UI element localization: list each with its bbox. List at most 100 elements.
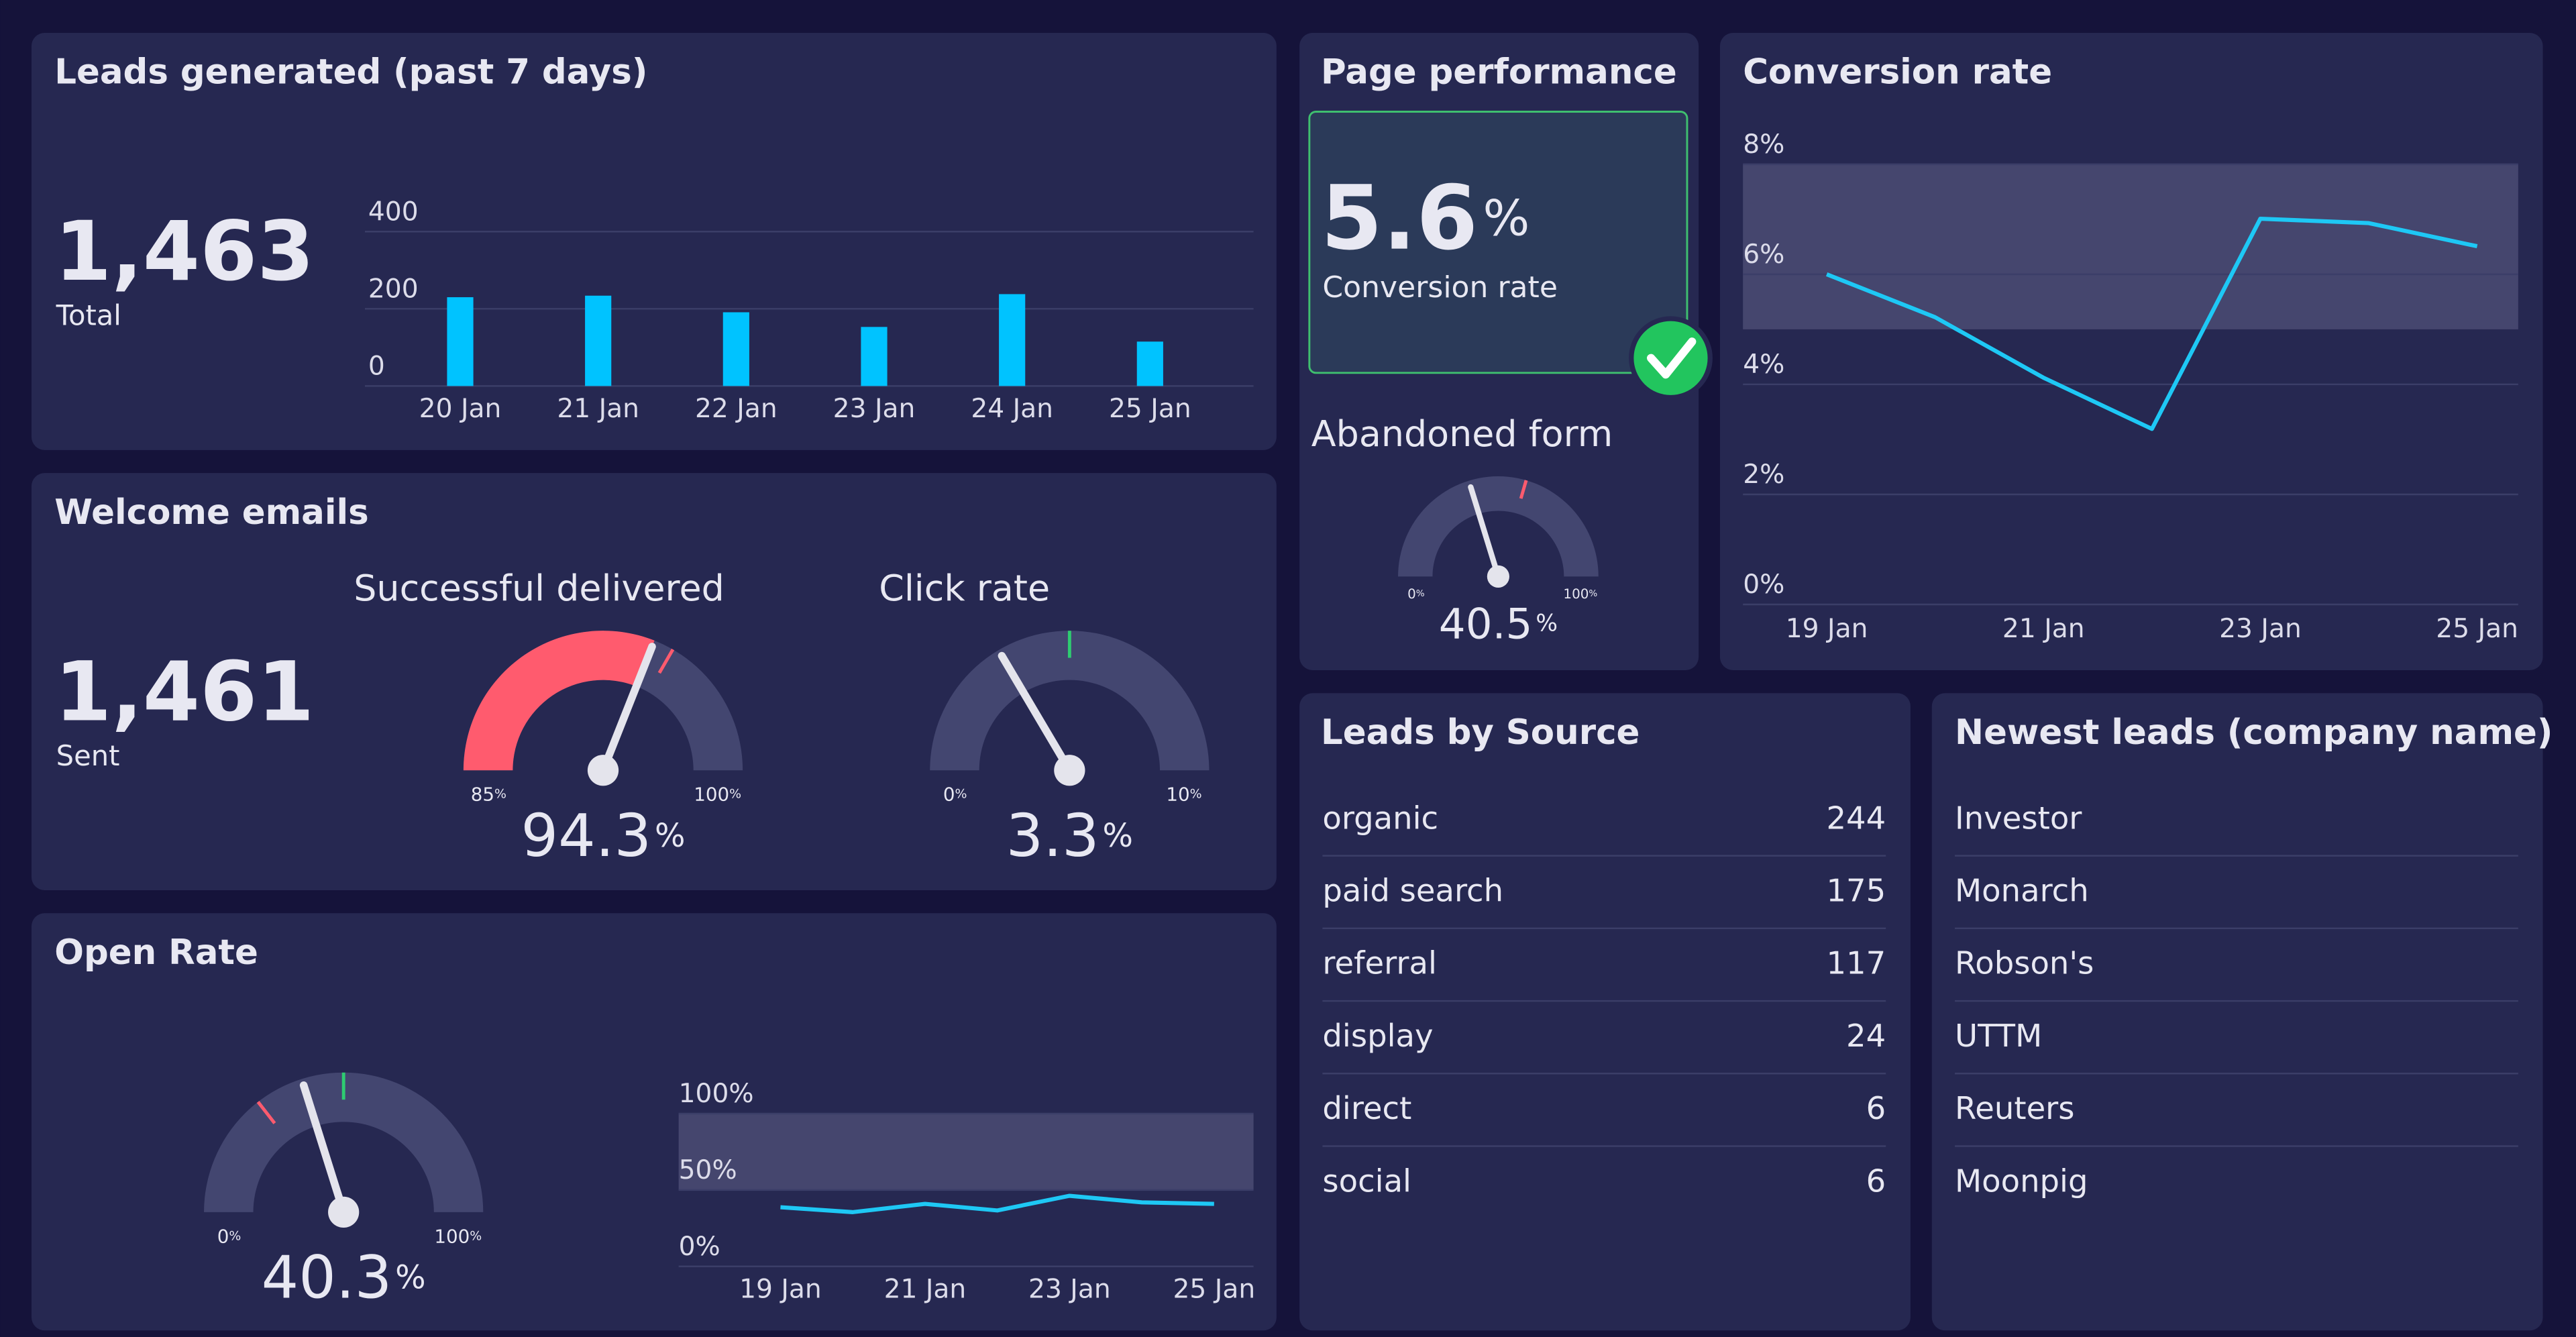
x-tick-label: 24 Jan bbox=[971, 394, 1053, 424]
gauge-unit: % bbox=[1589, 588, 1597, 599]
gauge-value-number: 40.5 bbox=[1439, 599, 1533, 648]
gauge-unit: % bbox=[229, 1228, 241, 1243]
gauge-value: 94.3% bbox=[521, 802, 686, 870]
gauge-needle bbox=[998, 651, 1074, 775]
row-value: 6 bbox=[1866, 1163, 1886, 1199]
gauge-value-unit: % bbox=[1103, 818, 1133, 855]
bar bbox=[447, 297, 474, 386]
x-tick-label: 25 Jan bbox=[1173, 1274, 1256, 1304]
row-value: 6 bbox=[1866, 1090, 1886, 1126]
bar bbox=[1136, 341, 1163, 386]
gauge-value-unit: % bbox=[655, 818, 685, 855]
gauge-hub bbox=[1054, 755, 1085, 786]
x-tick-label: 22 Jan bbox=[695, 394, 777, 424]
gauge-value-unit: % bbox=[395, 1259, 425, 1296]
gauge-value-number: 40.3 bbox=[262, 1244, 392, 1312]
gauge-min-label: 0% bbox=[217, 1225, 241, 1247]
gauge-value-number: 3.3 bbox=[1006, 802, 1099, 870]
x-tick-label: 23 Jan bbox=[1028, 1274, 1111, 1304]
y-tick-label: 50% bbox=[679, 1155, 737, 1185]
gauge-needle bbox=[1468, 484, 1501, 580]
bar bbox=[861, 327, 888, 386]
target-band bbox=[678, 1114, 1254, 1190]
kpi-label: Total bbox=[56, 299, 121, 332]
gauge-hub bbox=[587, 755, 619, 786]
y-tick-label: 200 bbox=[368, 274, 419, 304]
gauge-hub bbox=[1487, 565, 1509, 588]
gauge-needle bbox=[599, 643, 656, 775]
gauge-min-label: 0% bbox=[1407, 586, 1425, 601]
kpi-value: 1,463 bbox=[54, 203, 314, 299]
gauge-marker bbox=[256, 1100, 276, 1124]
kpi-label: Conversion rate bbox=[1322, 270, 1558, 305]
list-item: Moonpig bbox=[1955, 1163, 2088, 1199]
row-label: social bbox=[1322, 1163, 1411, 1199]
gauge-max: 100 bbox=[434, 1225, 470, 1247]
gauge-max: 100 bbox=[1563, 586, 1589, 601]
row-value: 175 bbox=[1826, 873, 1886, 909]
gauge-max-label: 100% bbox=[694, 783, 741, 805]
gauge-max-label: 10% bbox=[1166, 783, 1201, 805]
panel-title: Conversion rate bbox=[1743, 52, 2052, 93]
gauge-track bbox=[1398, 476, 1599, 577]
panel bbox=[31, 32, 1277, 450]
gauge-value-unit: % bbox=[1536, 610, 1558, 637]
gauge-value: 3.3% bbox=[1006, 802, 1133, 870]
y-tick-label: 0 bbox=[368, 351, 385, 381]
line bbox=[1825, 216, 2478, 431]
panel bbox=[1931, 693, 2543, 1331]
x-tick-label: 19 Jan bbox=[739, 1274, 822, 1304]
gauge-min-label: 85% bbox=[471, 783, 506, 805]
gauge-max: 100 bbox=[694, 783, 729, 805]
gauge-min: 85 bbox=[471, 783, 494, 805]
bar bbox=[585, 295, 612, 386]
panel bbox=[1299, 693, 1911, 1331]
x-tick-label: 19 Jan bbox=[1786, 614, 1868, 644]
y-tick-label: 4% bbox=[1743, 350, 1784, 380]
y-tick-label: 2% bbox=[1743, 460, 1784, 490]
gauge-marker bbox=[1519, 480, 1528, 499]
row-label: direct bbox=[1322, 1090, 1411, 1126]
x-tick-label: 23 Jan bbox=[833, 394, 916, 424]
panel-title: Newest leads (company name) bbox=[1955, 712, 2553, 753]
bar bbox=[999, 294, 1026, 386]
x-tick-label: 21 Jan bbox=[2002, 614, 2085, 644]
panel-title: Leads by Source bbox=[1321, 712, 1640, 753]
gauge-track bbox=[204, 1072, 484, 1212]
gauge-unit: % bbox=[470, 1228, 482, 1243]
gauge-unit: % bbox=[1190, 787, 1202, 802]
gauge-min-label: 0% bbox=[943, 783, 967, 805]
gauge-max-label: 100% bbox=[434, 1225, 482, 1247]
row-value: 117 bbox=[1826, 945, 1886, 981]
kpi-unit: % bbox=[1483, 190, 1530, 247]
gauge-unit: % bbox=[729, 787, 741, 802]
gauge-title: Abandoned form bbox=[1311, 413, 1613, 455]
gauge-unit: % bbox=[1416, 588, 1425, 599]
y-tick-label: 6% bbox=[1743, 239, 1784, 270]
y-tick-label: 0% bbox=[1743, 570, 1784, 600]
x-tick-label: 21 Jan bbox=[884, 1274, 967, 1304]
kpi-value: 5.6% bbox=[1321, 167, 1529, 270]
bar bbox=[722, 312, 749, 386]
target-band bbox=[1743, 164, 2518, 329]
gauge-min: 0 bbox=[217, 1225, 229, 1247]
row-value: 24 bbox=[1846, 1018, 1886, 1054]
gauge-max: 10 bbox=[1166, 783, 1189, 805]
x-tick-label: 21 Jan bbox=[557, 394, 639, 424]
gauge-unit: % bbox=[955, 787, 967, 802]
row-label: paid search bbox=[1322, 873, 1503, 909]
gauge-track bbox=[930, 631, 1210, 771]
list-item: Robson's bbox=[1955, 945, 2094, 981]
kpi-number: 5.6 bbox=[1321, 167, 1478, 270]
x-tick-label: 23 Jan bbox=[2219, 614, 2302, 644]
line bbox=[780, 1193, 1214, 1214]
gauge-title: Successful delivered bbox=[354, 567, 724, 609]
kpi-value: 1,461 bbox=[54, 643, 314, 739]
y-tick-label: 0% bbox=[679, 1232, 720, 1262]
gauge-hub bbox=[328, 1196, 360, 1228]
gauge-value: 40.3% bbox=[262, 1244, 426, 1312]
x-tick-label: 25 Jan bbox=[1109, 394, 1191, 424]
gauge-marker bbox=[657, 648, 675, 674]
panel-title: Leads generated (past 7 days) bbox=[54, 52, 647, 93]
